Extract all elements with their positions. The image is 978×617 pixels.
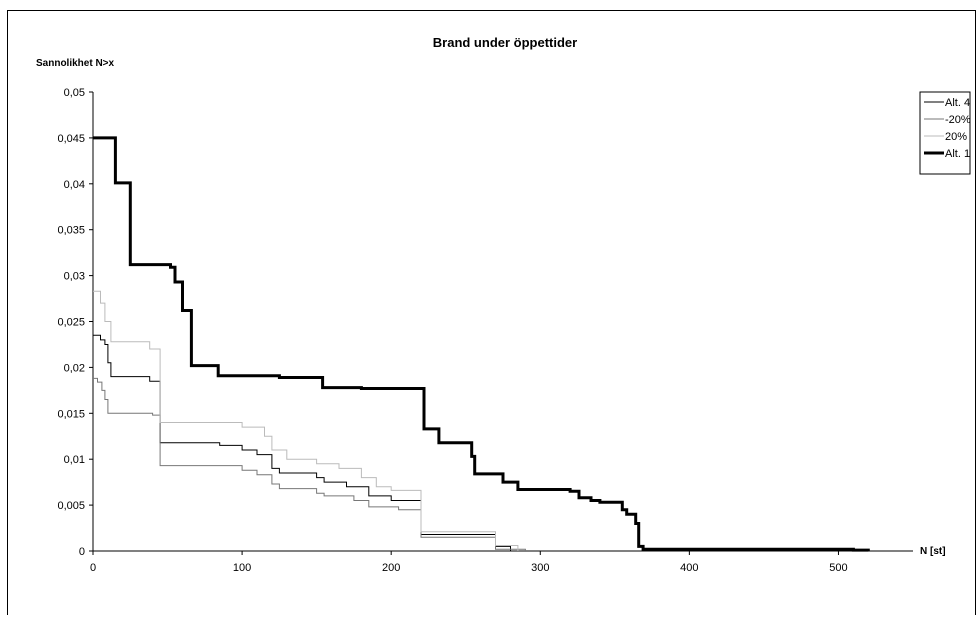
x-tick-label: 200 <box>382 562 400 574</box>
x-tick-label: 0 <box>90 562 96 574</box>
x-tick-label: 500 <box>829 562 847 574</box>
y-tick-label: 0,05 <box>64 87 85 99</box>
chart-frame <box>7 10 976 615</box>
x-tick-label: 100 <box>233 562 251 574</box>
y-tick-label: 0,045 <box>57 133 85 145</box>
series-line-1 <box>93 334 511 551</box>
y-tick-label: 0 <box>79 546 85 558</box>
axes: 0 0,005 0,01 0,015 0,02 0,025 0,03 0,035 0,04 0,0… <box>57 87 913 574</box>
y-tick-label: 0,04 <box>64 179 85 191</box>
legend-box <box>919 91 971 175</box>
y-tick-label: 0,01 <box>64 454 85 466</box>
y-tick-label: 0,015 <box>57 408 85 420</box>
series-layer <box>93 136 870 552</box>
y-tick-label: 0,035 <box>57 225 85 237</box>
x-axis-label: N [st] <box>920 546 946 557</box>
series-line-3 <box>93 290 519 551</box>
series-line-2 <box>93 377 526 551</box>
legend-label: Alt. 1 <box>945 148 970 160</box>
legend: Alt. 4 -20% 20% Alt. 1 <box>919 91 971 175</box>
chart-title: Brand under öppettider <box>433 35 577 50</box>
y-tick-label: 0,02 <box>64 362 85 374</box>
series-line-4 <box>93 136 870 552</box>
legend-label: 20% <box>945 131 967 143</box>
x-tick-label: 400 <box>680 562 698 574</box>
legend-label: Alt. 4 <box>945 97 970 109</box>
x-tick-label: 300 <box>531 562 549 574</box>
y-tick-label: 0,03 <box>64 271 85 283</box>
legend-label: -20% <box>945 114 971 126</box>
y-tick-label: 0,025 <box>57 317 85 329</box>
y-tick-label: 0,005 <box>57 500 85 512</box>
y-axis-label: Sannolikhet N>x <box>36 58 115 69</box>
